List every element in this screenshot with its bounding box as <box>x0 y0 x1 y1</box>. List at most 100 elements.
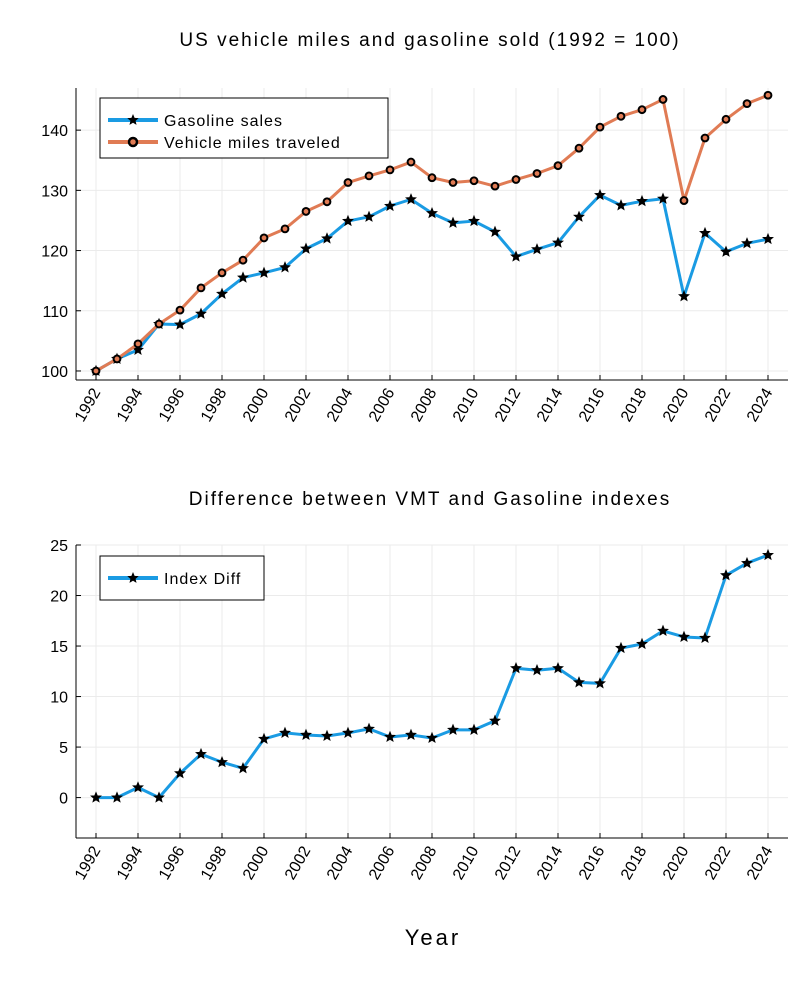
data-point <box>427 173 437 183</box>
data-point <box>384 199 396 212</box>
data-point <box>195 307 207 319</box>
data-point <box>279 261 291 273</box>
top-x-tick-label: 2004 <box>324 385 357 424</box>
data-point <box>762 548 774 561</box>
data-point <box>489 714 501 726</box>
bottom-x-tick-label: 2000 <box>240 843 273 882</box>
data-point <box>364 171 374 181</box>
data-point <box>279 726 291 738</box>
top-y-tick-label: 130 <box>41 183 68 200</box>
top-x-tick-label: 1998 <box>198 385 231 424</box>
data-point <box>510 250 522 262</box>
top-legend: Gasoline sales Vehicle miles traveled <box>99 97 389 159</box>
bottom-x-tick-label: 2006 <box>366 843 399 882</box>
top-x-tick-label: 1996 <box>156 385 189 424</box>
data-point <box>679 196 689 205</box>
data-point <box>90 791 102 803</box>
data-point <box>595 122 605 132</box>
top-series-vehicle-miles-traveled <box>91 90 773 376</box>
top-x-tick-label: 2008 <box>408 385 441 424</box>
top-chart: 100 110 120 130 140 1992 1994 1996 1998 2000 2002 2… <box>41 88 788 425</box>
top-x-tick-label: 2022 <box>702 385 735 424</box>
data-point <box>532 169 542 178</box>
data-point <box>657 624 669 636</box>
top-chart-title: US vehicle miles and gasoline sold (1992… <box>179 30 680 51</box>
data-point <box>237 762 249 774</box>
legend-label: Index Diff <box>164 571 241 588</box>
data-point <box>489 225 501 237</box>
bottom-y-tick-label: 25 <box>50 538 68 555</box>
top-x-tick-label: 2020 <box>660 385 693 424</box>
top-x-tick-label: 2010 <box>450 385 483 424</box>
top-series-gasoline-sales <box>90 188 774 377</box>
data-point <box>342 726 354 738</box>
bottom-y-tick-label: 10 <box>50 690 68 707</box>
x-axis-label: Year <box>405 925 461 950</box>
data-point <box>237 271 249 283</box>
data-point <box>553 161 563 171</box>
data-point <box>616 111 626 121</box>
data-point <box>321 729 333 742</box>
data-point <box>447 723 459 735</box>
data-point <box>699 226 711 239</box>
data-point <box>468 723 480 735</box>
top-x-tick-label: 2012 <box>492 385 525 424</box>
data-point <box>657 192 669 204</box>
data-point <box>300 728 312 741</box>
data-point <box>132 781 144 793</box>
bottom-y-tick-label: 15 <box>50 639 68 656</box>
data-point <box>153 791 165 803</box>
data-point <box>216 287 228 299</box>
top-x-tick-label: 2018 <box>618 385 651 424</box>
data-point <box>741 556 753 569</box>
bottom-x-tick-label: 1998 <box>198 843 231 882</box>
top-x-tick-label: 2024 <box>744 385 777 424</box>
top-y-tick-label: 100 <box>41 364 68 381</box>
data-point <box>195 747 207 760</box>
data-point <box>448 178 458 187</box>
data-point <box>300 242 312 254</box>
bottom-x-tick-label: 2012 <box>492 843 525 882</box>
top-x-tick-label: 2014 <box>534 385 567 424</box>
data-point <box>637 105 647 115</box>
data-point <box>384 730 396 743</box>
bottom-x-tick-label: 2024 <box>744 843 777 882</box>
data-point <box>636 194 648 207</box>
data-point <box>363 722 375 734</box>
bottom-chart: 0 5 10 15 20 25 1992 1994 1996 1998 2000 2002 2004 20… <box>50 538 788 883</box>
data-point <box>363 210 375 222</box>
legend-marker <box>127 114 139 125</box>
data-point <box>280 224 290 234</box>
bottom-x-tick-label: 2008 <box>408 843 441 882</box>
data-point <box>490 181 500 191</box>
data-point <box>343 178 353 187</box>
data-point <box>258 732 270 745</box>
data-point <box>301 207 311 216</box>
legend-box <box>99 97 389 159</box>
data-point <box>531 664 543 676</box>
data-point <box>678 290 690 302</box>
legend-label: Vehicle miles traveled <box>164 135 341 152</box>
bottom-legend: Index Diff <box>99 555 265 601</box>
data-point <box>91 366 101 376</box>
data-point <box>405 728 417 741</box>
data-point <box>447 216 459 228</box>
legend-marker <box>127 572 139 583</box>
data-point <box>700 133 710 143</box>
data-point <box>385 165 395 175</box>
legend-label: Gasoline sales <box>164 113 283 130</box>
data-point <box>154 319 164 329</box>
bottom-x-tick-label: 1996 <box>156 843 189 882</box>
data-point <box>594 677 606 689</box>
data-point <box>573 676 585 688</box>
data-point <box>510 661 522 674</box>
data-point <box>322 197 332 207</box>
bottom-x-tick-label: 2022 <box>702 843 735 882</box>
top-x-tick-label: 2006 <box>366 385 399 424</box>
data-point <box>763 90 773 100</box>
data-point <box>720 569 732 581</box>
data-point <box>174 318 186 330</box>
data-point <box>552 661 564 674</box>
data-point <box>406 157 416 167</box>
